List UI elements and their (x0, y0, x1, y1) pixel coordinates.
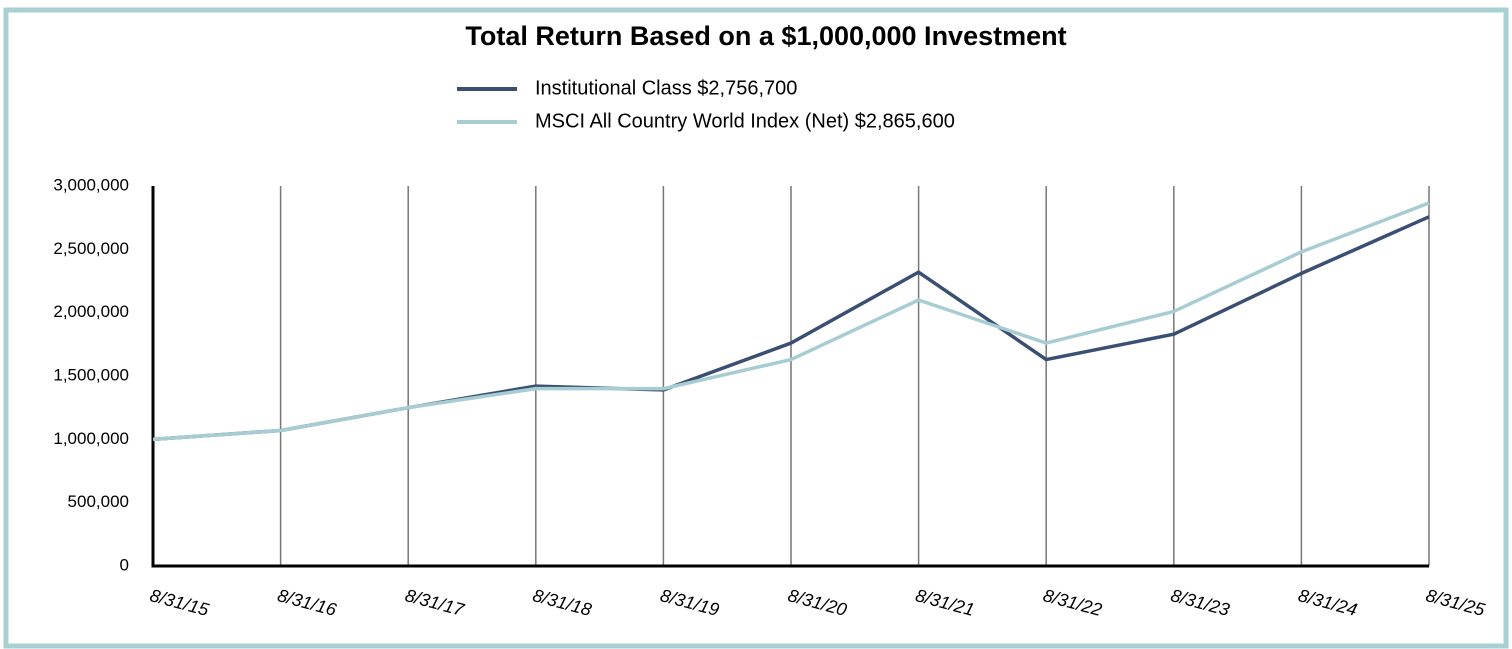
y-tick-label: 3,000,000 (53, 175, 129, 194)
x-tick-label: 8/31/23 (1169, 585, 1232, 620)
y-tick-label: 1,500,000 (53, 365, 129, 384)
legend-label: Institutional Class $2,756,700 (535, 77, 797, 99)
x-tick-label: 8/31/24 (1296, 585, 1359, 620)
y-tick-label: 0 (120, 555, 129, 574)
x-tick-label: 8/31/16 (275, 585, 339, 620)
frame (3, 7, 1509, 649)
y-tick-label: 500,000 (68, 492, 129, 511)
series-line (152, 201, 1430, 442)
y-tick-label: 1,000,000 (53, 429, 129, 448)
x-tick-label: 8/31/22 (1041, 585, 1104, 620)
x-tick-label: 8/31/19 (658, 585, 721, 620)
y-tick-label: 2,000,000 (53, 302, 129, 321)
legend-label: MSCI All Country World Index (Net) $2,86… (535, 110, 955, 132)
x-tick-label: 8/31/17 (403, 585, 467, 620)
x-tick-label: 8/31/25 (1424, 585, 1488, 620)
y-tick-label: 2,500,000 (53, 239, 129, 258)
chart-title: Total Return Based on a $1,000,000 Inves… (465, 21, 1066, 51)
x-tick-label: 8/31/18 (531, 585, 594, 620)
x-tick-label: 8/31/21 (913, 585, 976, 620)
x-tick-label: 8/31/15 (148, 585, 212, 620)
x-tick-label: 8/31/20 (786, 585, 849, 620)
